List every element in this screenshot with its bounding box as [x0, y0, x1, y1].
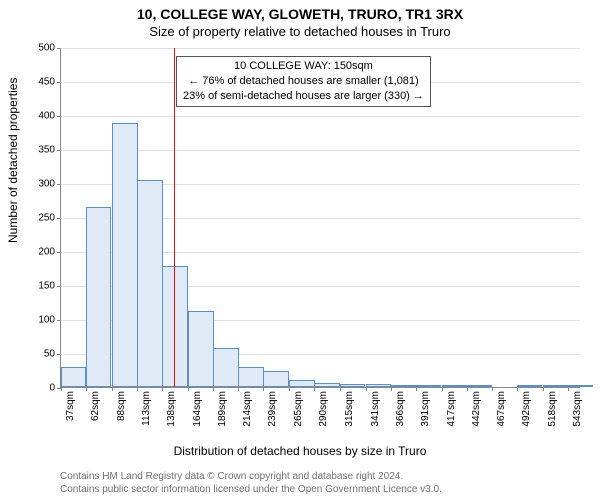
x-tick-label: 214sqm: [242, 391, 253, 427]
histogram-bar: [188, 311, 213, 387]
x-tick: [366, 387, 367, 391]
x-tick: [112, 387, 113, 391]
x-tick-label: 492sqm: [521, 391, 532, 427]
y-tick-label: 150: [38, 281, 55, 292]
x-tick: [314, 387, 315, 391]
x-tick-label: 417sqm: [446, 391, 457, 427]
annotation-line1: 10 COLLEGE WAY: 150sqm: [183, 59, 424, 74]
y-axis-label: Number of detached properties: [6, 78, 20, 243]
footer-line2: Contains public sector information licen…: [60, 484, 442, 497]
histogram-bar: [366, 384, 391, 387]
x-tick-label: 88sqm: [116, 391, 127, 421]
chart-title: 10, COLLEGE WAY, GLOWETH, TRURO, TR1 3RX: [0, 6, 600, 22]
annotation-line3: 23% of semi-detached houses are larger (…: [183, 89, 424, 104]
footer-line1: Contains HM Land Registry data © Crown c…: [60, 471, 442, 484]
histogram-bar: [391, 385, 416, 387]
x-tick: [61, 387, 62, 391]
histogram-chart: 10, COLLEGE WAY, GLOWETH, TRURO, TR1 3RX…: [0, 0, 600, 500]
y-tick: [57, 286, 61, 287]
y-tick-label: 450: [38, 77, 55, 88]
x-tick-label: 391sqm: [420, 391, 431, 427]
x-tick-label: 62sqm: [90, 391, 101, 421]
x-tick-label: 138sqm: [166, 391, 177, 427]
y-tick-label: 100: [38, 315, 55, 326]
x-tick: [238, 387, 239, 391]
histogram-bar: [442, 385, 467, 387]
y-tick: [57, 82, 61, 83]
x-tick: [137, 387, 138, 391]
x-tick: [492, 387, 493, 391]
x-tick: [188, 387, 189, 391]
y-tick-label: 300: [38, 179, 55, 190]
y-tick-label: 500: [38, 43, 55, 54]
histogram-bar: [467, 385, 492, 387]
histogram-bar: [86, 207, 111, 387]
x-tick: [391, 387, 392, 391]
x-tick-label: 189sqm: [217, 391, 228, 427]
y-tick-label: 250: [38, 213, 55, 224]
histogram-bar: [238, 367, 263, 387]
x-tick: [263, 387, 264, 391]
x-tick: [340, 387, 341, 391]
gridline: [61, 48, 580, 49]
histogram-bar: [112, 123, 137, 387]
chart-subtitle: Size of property relative to detached ho…: [0, 24, 600, 39]
gridline: [61, 116, 580, 117]
x-tick-label: 265sqm: [293, 391, 304, 427]
x-tick-label: 467sqm: [496, 391, 507, 427]
y-tick-label: 200: [38, 247, 55, 258]
x-tick: [86, 387, 87, 391]
x-tick-label: 366sqm: [395, 391, 406, 427]
histogram-bar: [61, 367, 86, 387]
annotation-box: 10 COLLEGE WAY: 150sqm ← 76% of detached…: [176, 56, 431, 107]
histogram-bar: [314, 383, 339, 387]
gridline: [61, 150, 580, 151]
annotation-line2: ← 76% of detached houses are smaller (1,…: [183, 74, 424, 89]
x-tick-label: 518sqm: [547, 391, 558, 427]
x-tick-label: 37sqm: [65, 391, 76, 421]
y-tick-label: 50: [44, 349, 55, 360]
x-tick: [213, 387, 214, 391]
histogram-bar: [543, 385, 568, 387]
y-tick: [57, 354, 61, 355]
x-tick-label: 164sqm: [192, 391, 203, 427]
x-tick: [442, 387, 443, 391]
y-tick: [57, 320, 61, 321]
histogram-bar: [517, 385, 542, 387]
y-tick: [57, 184, 61, 185]
footer-attribution: Contains HM Land Registry data © Crown c…: [60, 471, 442, 496]
histogram-bar: [568, 385, 593, 387]
y-tick: [57, 48, 61, 49]
x-tick-label: 315sqm: [344, 391, 355, 427]
y-tick: [57, 218, 61, 219]
x-tick: [543, 387, 544, 391]
histogram-bar: [416, 385, 441, 387]
x-tick-label: 113sqm: [141, 391, 152, 426]
histogram-bar: [289, 380, 314, 387]
x-tick: [416, 387, 417, 391]
x-tick-label: 290sqm: [318, 391, 329, 427]
x-tick-label: 341sqm: [370, 391, 381, 427]
histogram-bar: [340, 384, 365, 387]
histogram-bar: [137, 180, 162, 387]
histogram-bar: [263, 371, 288, 387]
y-tick-label: 0: [49, 383, 55, 394]
y-tick-label: 400: [38, 111, 55, 122]
plot-area: 05010015020025030035040045050037sqm62sqm…: [60, 48, 580, 388]
y-tick: [57, 252, 61, 253]
x-tick: [289, 387, 290, 391]
x-tick: [162, 387, 163, 391]
histogram-bar: [213, 348, 238, 387]
y-tick-label: 350: [38, 145, 55, 156]
x-tick: [467, 387, 468, 391]
y-tick: [57, 150, 61, 151]
x-tick-label: 442sqm: [471, 391, 482, 427]
x-tick: [568, 387, 569, 391]
x-tick-label: 239sqm: [267, 391, 278, 427]
y-tick: [57, 116, 61, 117]
x-tick-label: 543sqm: [572, 391, 583, 427]
x-axis-label: Distribution of detached houses by size …: [0, 444, 600, 458]
x-tick: [517, 387, 518, 391]
